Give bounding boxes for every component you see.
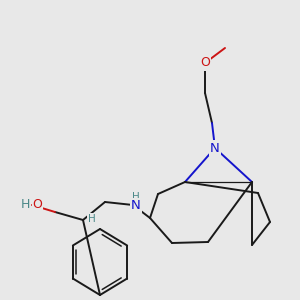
Text: O: O [200, 56, 210, 70]
Text: H: H [132, 193, 140, 202]
Text: H: H [21, 199, 31, 212]
Text: N: N [210, 142, 220, 154]
Text: N: N [131, 199, 141, 212]
Text: H: H [88, 214, 96, 224]
Text: O: O [32, 199, 42, 212]
